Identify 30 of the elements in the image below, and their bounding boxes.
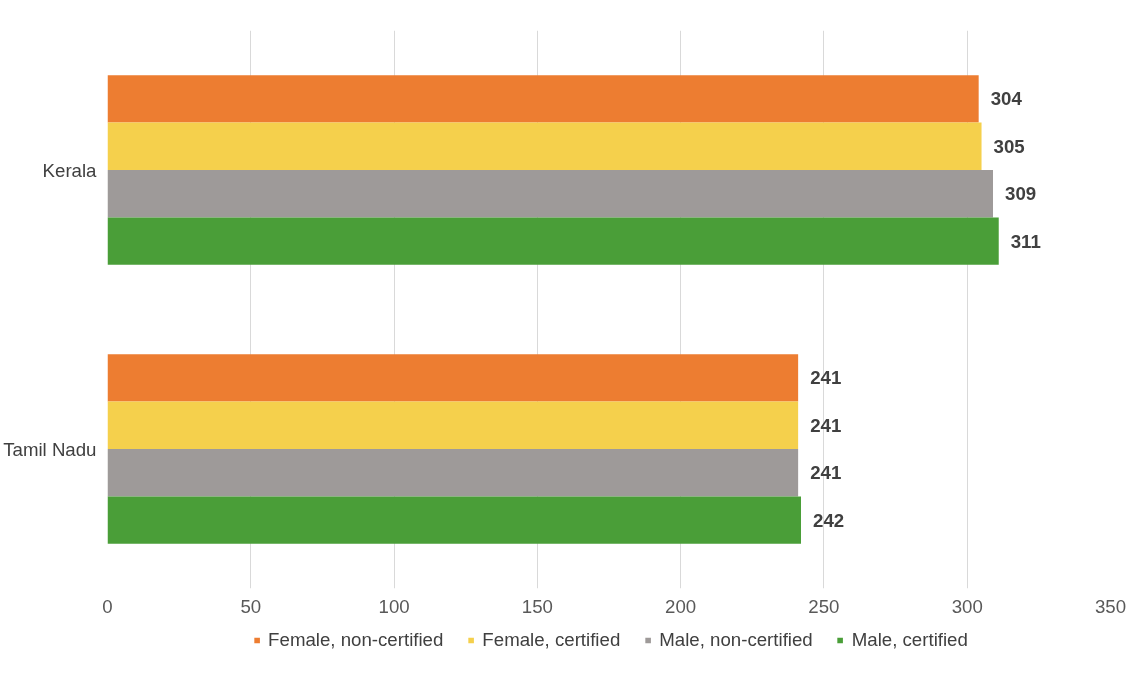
data-label: 304 (990, 88, 1023, 110)
x-tick-label: 50 (240, 595, 262, 617)
legend-label: Male, certified (851, 629, 968, 651)
data-label: 311 (1010, 230, 1041, 252)
y-tick-label: Tamil Nadu (3, 438, 97, 460)
bar (107, 217, 999, 265)
data-label: 309 (1005, 183, 1037, 205)
data-label: 241 (810, 414, 842, 436)
legend-label: Male, non-certified (659, 629, 813, 651)
x-tick-label: 350 (1094, 595, 1127, 617)
data-label: 241 (810, 462, 842, 484)
bar (107, 122, 982, 170)
legend-label: Female, non-certified (268, 629, 444, 651)
x-tick-label: 150 (521, 595, 553, 617)
bar (107, 170, 994, 218)
x-tick-label: 300 (951, 595, 983, 617)
data-label: 241 (810, 367, 842, 389)
x-tick-label: 250 (808, 595, 840, 617)
bar (107, 401, 799, 449)
x-tick-label: 200 (665, 595, 697, 617)
x-tick-label: 100 (378, 595, 410, 617)
data-label: 305 (993, 135, 1025, 157)
y-tick-label: Kerala (42, 159, 98, 181)
bar (107, 354, 799, 402)
legend-label: Female, certified (482, 629, 621, 651)
x-tick-label: 0 (102, 595, 113, 617)
bar (107, 496, 801, 544)
data-label: 242 (813, 509, 845, 531)
bar (107, 75, 979, 123)
bar (107, 449, 799, 497)
